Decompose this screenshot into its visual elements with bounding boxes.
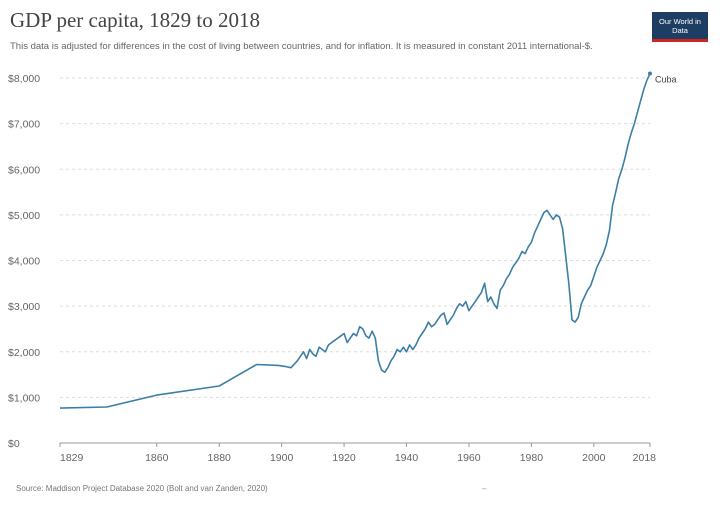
y-tick-label: $8,000 <box>8 73 40 85</box>
x-tick-label: 1860 <box>145 452 169 464</box>
series-label: Cuba <box>655 74 677 84</box>
line-chart: $0 $1,000 $2,000 $3,000 $4,000 $5,000 $6,000 $7… <box>8 71 677 464</box>
chart-title: GDP per capita, 1829 to 2018 <box>10 8 261 32</box>
x-tick-label: 1880 <box>208 452 232 464</box>
y-tick-label: $1,000 <box>8 392 40 404</box>
y-tick-label: $3,000 <box>8 301 40 313</box>
x-tick-label: 2018 <box>633 452 657 464</box>
chart-subtitle: This data is adjusted for differences in… <box>10 41 593 52</box>
y-tick-label: $6,000 <box>8 164 40 176</box>
x-axis-ticks: 1829 1860 1880 1900 1920 1940 1960 1980 2000 2018 <box>59 443 657 464</box>
source-note: Source: Maddison Project Database 2020 (… <box>16 484 268 493</box>
x-tick-label: 1980 <box>520 452 544 464</box>
series-end-point <box>648 71 652 76</box>
gridlines <box>60 77 650 398</box>
x-tick-label: 1829 <box>60 452 84 464</box>
x-tick-label: 1940 <box>395 452 419 464</box>
series-line[interactable] <box>59 73 651 409</box>
x-tick-label: 1920 <box>332 452 356 464</box>
y-tick-label: $0 <box>8 438 20 450</box>
footer-dash: – <box>482 484 487 493</box>
y-tick-label: $4,000 <box>8 256 40 268</box>
y-tick-label: $2,000 <box>8 347 40 359</box>
y-axis-ticks: $0 $1,000 $2,000 $3,000 $4,000 $5,000 $6,000 $7… <box>8 73 40 450</box>
series-layer: Cuba <box>59 71 677 409</box>
owid-logo[interactable]: Our World in Data <box>652 12 708 42</box>
x-tick-label: 2000 <box>582 452 606 464</box>
x-tick-label: 1960 <box>457 452 481 464</box>
y-tick-label: $7,000 <box>8 119 40 131</box>
x-tick-label: 1900 <box>270 452 294 464</box>
y-tick-label: $5,000 <box>8 210 40 222</box>
